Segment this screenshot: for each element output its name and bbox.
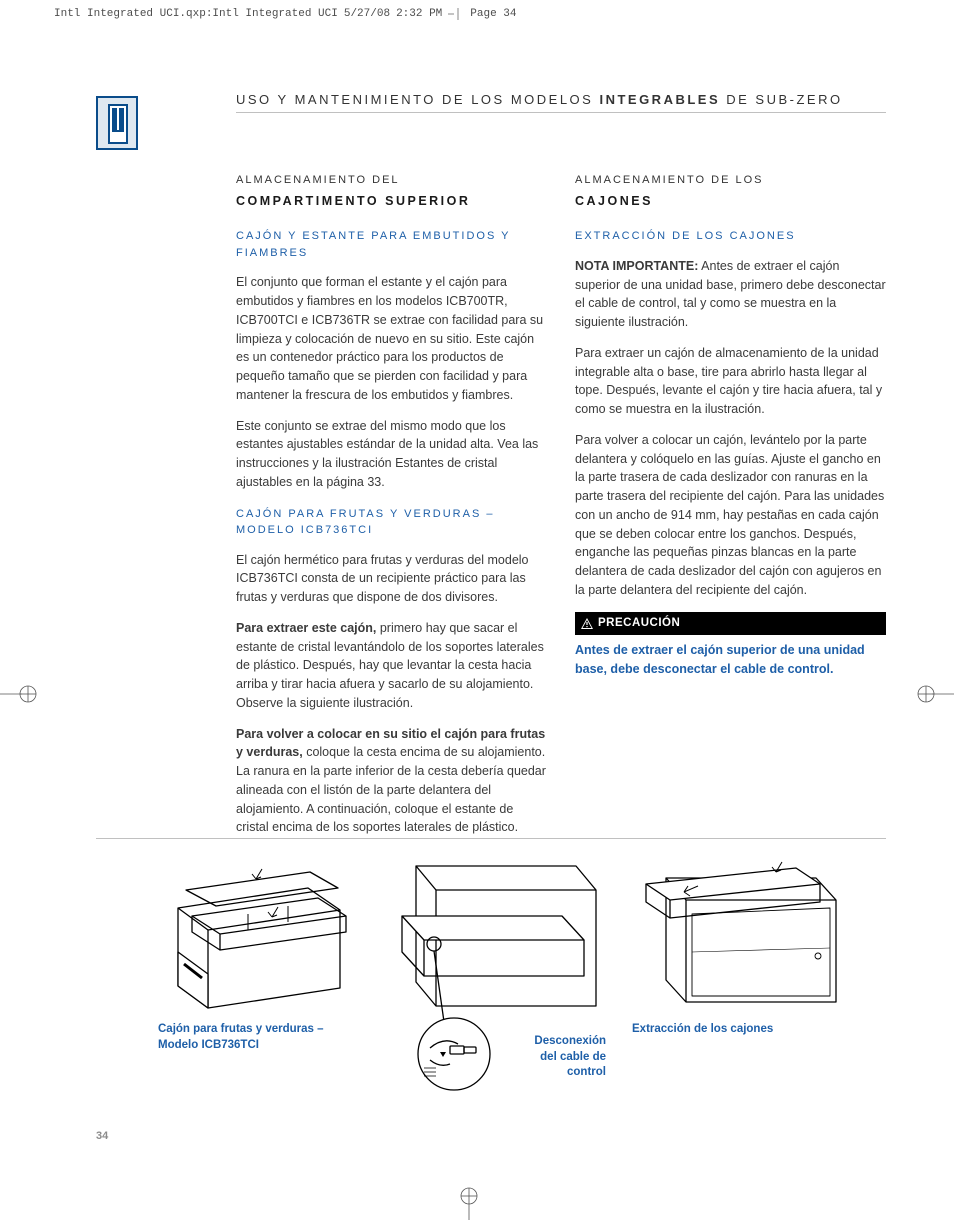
left-para-4-lead: Para extraer este cajón, — [236, 621, 376, 635]
left-subhead-2: CAJÓN PARA FRUTAS Y VERDURAS – MODELO IC… — [236, 506, 547, 539]
caution-body: Antes de extraer el cajón superior de un… — [575, 641, 886, 679]
column-right: ALMACENAMIENTO DE LOS CAJONES EXTRACCIÓN… — [575, 172, 886, 849]
figure-cable-caption: Desconexión del cable de control — [524, 1034, 606, 1081]
figures-row: Cajón para frutas y verduras – Modelo IC… — [158, 856, 886, 1092]
crop-mark-left — [0, 680, 38, 708]
body-columns: ALMACENAMIENTO DEL COMPARTIMENTO SUPERIO… — [236, 172, 886, 849]
slug-page: Page 34 — [470, 8, 516, 20]
left-section-line1: ALMACENAMIENTO DEL — [236, 172, 547, 189]
right-para-2: Para extraer un cajón de almacenamiento … — [575, 344, 886, 419]
right-para-1: NOTA IMPORTANTE: Antes de extraer el caj… — [575, 257, 886, 332]
left-para-3: El cajón hermético para frutas y verdura… — [236, 551, 547, 607]
page-number: 34 — [96, 1130, 108, 1142]
slug-time: 2:32 PM — [396, 8, 442, 20]
right-para-3: Para volver a colocar un cajón, levántel… — [575, 431, 886, 600]
left-para-2: Este conjunto se extrae del mismo modo q… — [236, 417, 547, 492]
caution-label: PRECAUCIÓN — [598, 615, 680, 632]
slug-file: Intl Integrated UCI.qxp:Intl Integrated … — [54, 8, 338, 20]
slug-date: 5/27/08 — [344, 8, 390, 20]
figure-cable: Desconexión del cable de control — [376, 856, 612, 1092]
left-para-5: Para volver a colocar en su sitio el caj… — [236, 725, 547, 838]
left-para-4: Para extraer este cajón, primero hay que… — [236, 619, 547, 713]
drawer-removal-illustration — [632, 856, 842, 1016]
page-header: USO Y MANTENIMIENTO DE LOS MODELOS INTEG… — [236, 92, 843, 107]
brand-logo-icon — [96, 96, 138, 150]
print-slug: Intl Integrated UCI.qxp:Intl Integrated … — [54, 8, 517, 20]
left-section-line2: COMPARTIMENTO SUPERIOR — [236, 192, 547, 211]
figure-removal-caption: Extracción de los cajones — [632, 1022, 842, 1038]
header-bold: INTEGRABLES — [599, 92, 720, 107]
caution-header: PRECAUCIÓN — [575, 612, 886, 635]
slug-separator-icon — [448, 8, 464, 20]
left-subhead-1: CAJÓN Y ESTANTE PARA EMBUTIDOS Y FIAMBRE… — [236, 228, 547, 261]
figure-removal: Extracción de los cajones — [632, 856, 842, 1092]
header-post: DE SUB-ZERO — [720, 92, 842, 107]
right-para-1-lead: NOTA IMPORTANTE: — [575, 259, 698, 273]
right-section-line1: ALMACENAMIENTO DE LOS — [575, 172, 886, 189]
figure-crisper-caption: Cajón para frutas y verduras – Modelo IC… — [158, 1022, 356, 1053]
figures-rule — [96, 838, 886, 839]
right-subhead-1: EXTRACCIÓN DE LOS CAJONES — [575, 228, 886, 245]
crisper-drawer-illustration — [158, 856, 356, 1016]
header-rule — [236, 112, 886, 113]
right-section-line2: CAJONES — [575, 192, 886, 211]
left-para-1: El conjunto que forman el estante y el c… — [236, 273, 547, 404]
warning-triangle-icon — [581, 618, 593, 629]
crop-mark-bottom — [449, 1184, 489, 1220]
column-left: ALMACENAMIENTO DEL COMPARTIMENTO SUPERIO… — [236, 172, 547, 849]
header-pre: USO Y MANTENIMIENTO DE LOS MODELOS — [236, 92, 599, 107]
figure-crisper: Cajón para frutas y verduras – Modelo IC… — [158, 856, 356, 1092]
crop-mark-right — [916, 680, 954, 708]
